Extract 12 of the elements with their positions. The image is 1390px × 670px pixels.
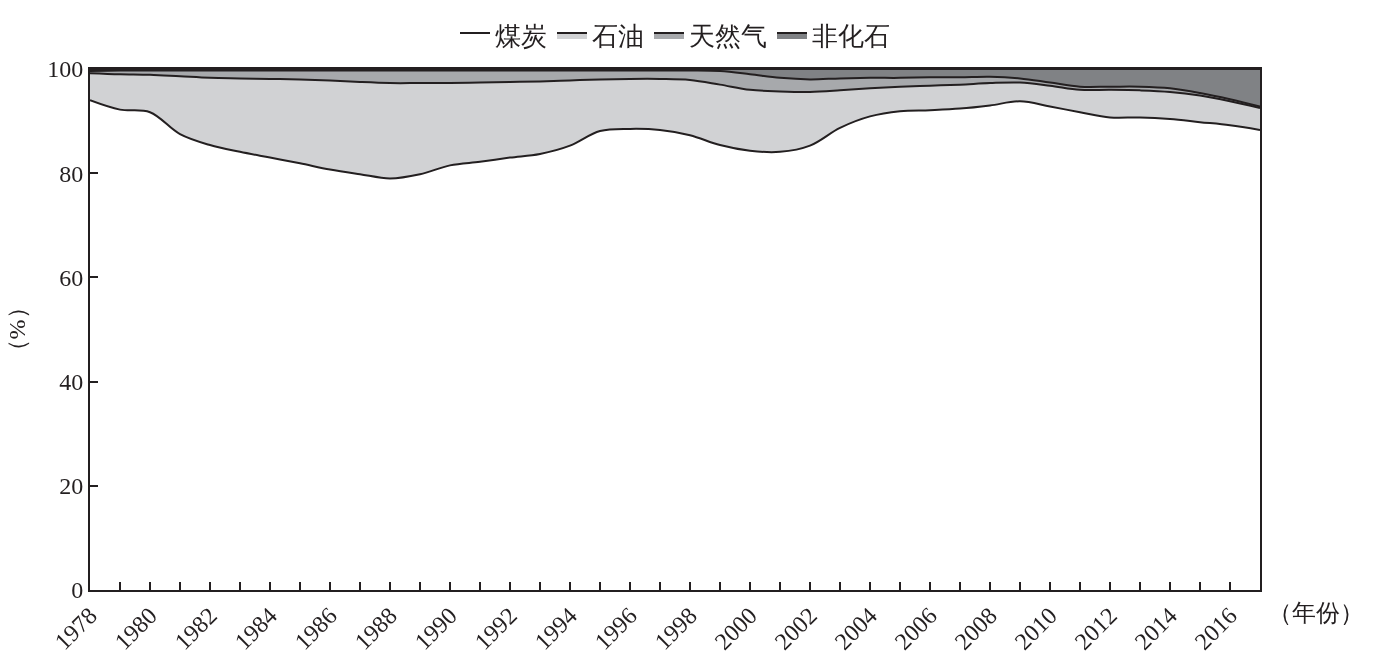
y-axis-title: （%） — [3, 295, 30, 364]
y-tick-label: 100 — [47, 56, 84, 83]
legend-label: 煤炭 — [495, 22, 547, 52]
legend-label: 非化石 — [812, 22, 890, 52]
legend-label: 天然气 — [689, 22, 767, 52]
x-axis-title: （年份） — [1268, 600, 1364, 626]
y-tick-label: 0 — [71, 577, 84, 604]
y-tick-label: 60 — [59, 264, 84, 291]
legend-label: 石油 — [592, 22, 644, 52]
y-tick-label: 40 — [59, 369, 84, 395]
y-tick-label: 80 — [59, 160, 84, 187]
y-tick-label: 20 — [59, 473, 84, 500]
